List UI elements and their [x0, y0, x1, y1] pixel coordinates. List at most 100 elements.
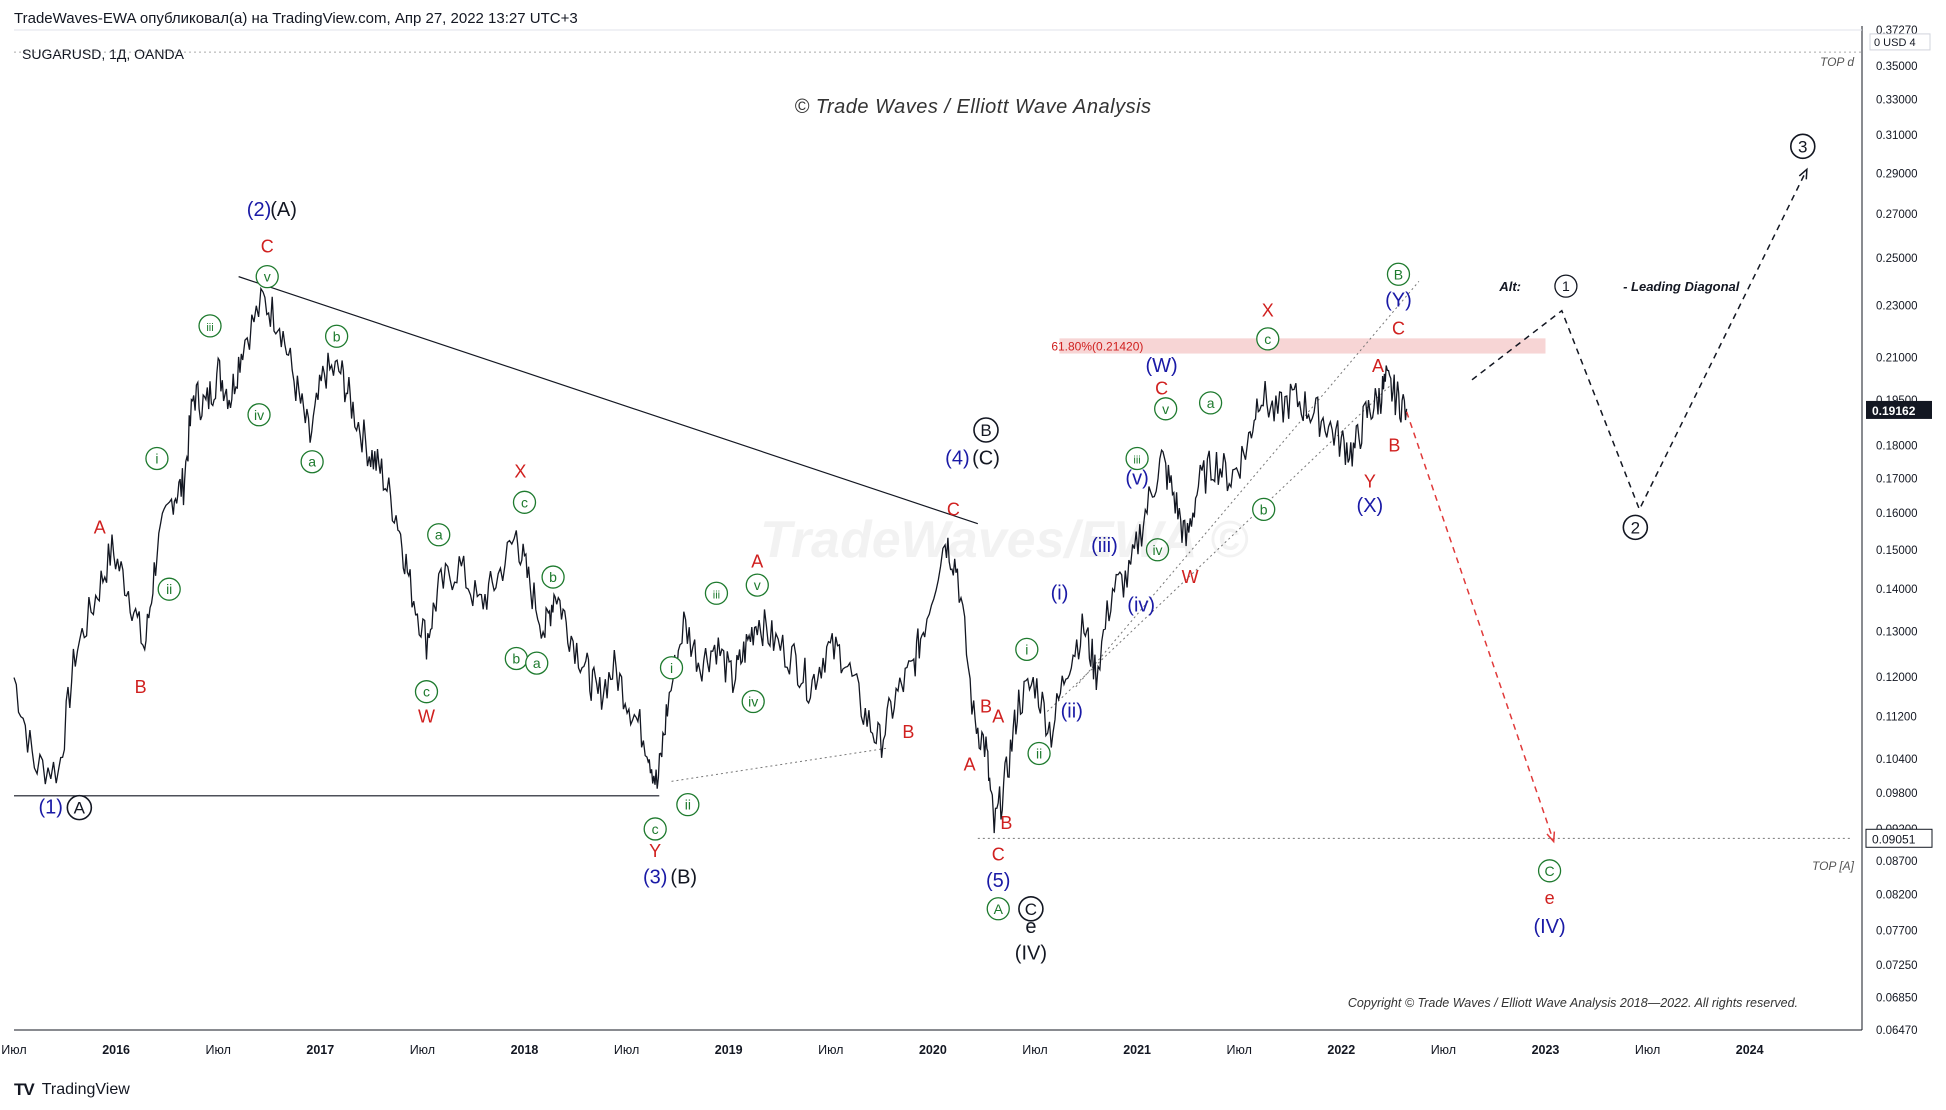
wave-label: B — [1000, 813, 1012, 833]
wave-label-circle — [986, 897, 1010, 921]
fib-618-band — [1059, 338, 1546, 354]
x-tick-label: 2024 — [1736, 1043, 1764, 1057]
tradingview-logo-icon: TV — [14, 1080, 35, 1099]
wave-label: iv — [254, 407, 264, 423]
wave-label: (3) — [643, 867, 667, 889]
wave-label: (C) — [972, 447, 1000, 469]
x-tick-label: Июл — [1431, 1043, 1456, 1057]
wave-label-circle — [525, 651, 549, 675]
wave-label-circle — [745, 573, 769, 597]
wave-label: i — [670, 660, 673, 676]
x-tick-label: Июл — [1635, 1043, 1660, 1057]
y-tick-label: 0.06850 — [1876, 992, 1918, 1004]
wave-label-circle — [1789, 133, 1816, 160]
wave-label: iv — [748, 694, 758, 710]
wave-label: 3 — [1798, 137, 1807, 156]
wave-label: c — [423, 684, 430, 700]
trendline-4[interactable] — [1075, 281, 1420, 688]
tradingview-footer[interactable]: TV TradingView — [14, 1080, 130, 1100]
y-tick-label: 0.29000 — [1876, 168, 1918, 180]
price-series-line[interactable] — [13, 286, 1408, 834]
wave-label: (IV) — [1015, 942, 1047, 964]
wave-label: A — [1372, 356, 1384, 376]
currency-badge[interactable] — [1869, 33, 1931, 51]
wave-label: B — [1388, 436, 1400, 456]
projection-primary[interactable] — [1405, 411, 1555, 842]
wave-label: C — [1025, 900, 1037, 919]
wave-label: B — [1394, 266, 1403, 282]
trendline-5[interactable] — [1046, 385, 1391, 712]
wave-label: (ii) — [1061, 701, 1083, 723]
wave-label-circle — [1125, 446, 1149, 471]
level-label: 0.09051 — [1872, 832, 1916, 846]
x-tick-label: 2016 — [102, 1043, 130, 1057]
wave-label: C — [1545, 863, 1555, 879]
wave-label: b — [333, 328, 341, 344]
copyright-notice: Copyright © Trade Waves / Elliott Wave A… — [1347, 996, 1798, 1010]
x-tick-label: 2021 — [1123, 1043, 1151, 1057]
wave-label: c — [521, 494, 528, 510]
alt-wave-1-label: 1 — [1562, 278, 1570, 294]
wave-label-circle — [1015, 637, 1039, 662]
x-tick-label: 2020 — [919, 1043, 947, 1057]
x-tick-label: 2022 — [1327, 1043, 1355, 1057]
y-tick-label: 0.07700 — [1876, 926, 1918, 938]
wave-label: C — [1392, 318, 1405, 338]
wave-label: e — [1025, 916, 1036, 938]
wave-label-circle — [414, 680, 439, 704]
wave-label: A — [992, 707, 1004, 727]
wave-label: W — [1182, 567, 1199, 587]
y-tick-label: 0.33000 — [1876, 94, 1918, 106]
y-tick-label: 0.35000 — [1876, 61, 1918, 73]
wave-label-circle — [66, 794, 93, 821]
y-tick-label: 0.21000 — [1876, 353, 1918, 365]
wave-label-circle — [659, 656, 684, 680]
wave-label: a — [435, 527, 443, 543]
wave-label: (2) — [247, 199, 271, 221]
x-tick-label: Июл — [1226, 1043, 1251, 1057]
projection-alt-arrowhead — [1798, 167, 1808, 180]
wave-label: (4) — [945, 447, 969, 469]
wave-label-circle — [145, 446, 169, 471]
trendline-1[interactable] — [238, 276, 979, 525]
trendline-2[interactable] — [671, 747, 889, 782]
alt-annotation-label: Alt: — [1498, 279, 1521, 294]
y-tick-label: 0.23000 — [1876, 301, 1918, 313]
wave-label: b — [512, 650, 520, 666]
wave-label-circle — [541, 565, 565, 589]
wave-label: W — [418, 707, 435, 727]
wave-label-circle — [676, 793, 700, 817]
wave-label-circle — [1154, 397, 1178, 421]
wave-label: B — [980, 697, 992, 717]
wave-label: iii — [713, 589, 720, 601]
y-tick-label: 0.31000 — [1876, 130, 1918, 142]
wave-label: ii — [166, 581, 172, 597]
wave-label: B — [902, 722, 914, 742]
wave-label-circle — [973, 417, 999, 443]
x-tick-label: 2019 — [715, 1043, 743, 1057]
projection-alt[interactable] — [1471, 169, 1808, 512]
wave-label: a — [533, 655, 541, 671]
x-tick-label: Июл — [206, 1043, 231, 1057]
y-tick-label: 0.07250 — [1876, 960, 1918, 972]
wave-label: A — [994, 901, 1004, 917]
wave-label-circle — [300, 450, 324, 474]
wave-label-circle — [1622, 514, 1649, 541]
x-tick-label: Июл — [614, 1043, 639, 1057]
symbol-title[interactable]: SUGARUSD, 1Д, OANDA — [22, 46, 184, 62]
wave-label-circle — [1145, 538, 1170, 562]
wave-label: C — [947, 499, 960, 519]
wave-label: X — [1262, 301, 1274, 321]
alt-wave-1-circle — [1554, 274, 1578, 298]
wave-label-circle — [198, 314, 222, 338]
wave-label-circle — [427, 523, 451, 547]
wave-label: a — [1207, 395, 1215, 411]
wave-label: X — [514, 462, 526, 482]
level-badge — [1865, 828, 1933, 848]
wave-label-circle — [1386, 262, 1411, 286]
wave-label-circle — [1198, 391, 1223, 415]
y-tick-label: 0.09800 — [1876, 788, 1918, 800]
wave-label-circle — [255, 264, 279, 289]
wave-label: Y — [1364, 472, 1376, 492]
